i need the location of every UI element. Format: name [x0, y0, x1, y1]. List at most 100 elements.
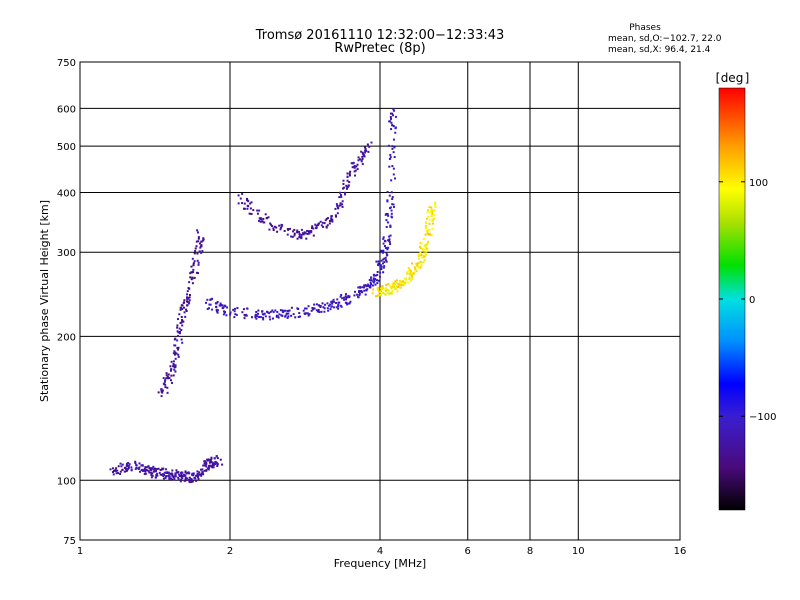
echo-point [408, 276, 411, 279]
echo-point [374, 278, 377, 281]
echo-point [301, 232, 304, 235]
echo-point [370, 283, 373, 286]
echo-point [195, 245, 198, 248]
echo-point [308, 232, 311, 235]
echo-point [388, 239, 391, 242]
echo-point [343, 298, 346, 301]
echo-point [115, 472, 118, 475]
chart-title: Tromsø 20161110 12:32:00−12:33:43 [255, 28, 505, 43]
echo-point [211, 461, 214, 464]
echo-point [361, 155, 364, 158]
colorbar-ticks: 100 0 −100 [719, 178, 776, 423]
echo-point [206, 298, 209, 301]
echo-point [385, 225, 388, 228]
echo-point [165, 472, 168, 475]
echo-point [338, 301, 341, 304]
echo-point [180, 473, 183, 476]
echo-point [174, 351, 177, 354]
echo-point [326, 307, 329, 310]
echo-point [265, 216, 268, 219]
echo-point [261, 310, 264, 313]
echo-point [172, 360, 175, 363]
echo-point [339, 202, 342, 205]
echo-point [141, 464, 144, 467]
echo-point [156, 472, 159, 475]
echo-point [176, 330, 179, 333]
echo-point [259, 220, 262, 223]
echo-point [161, 389, 164, 392]
echo-point [111, 467, 114, 470]
echo-point [211, 464, 214, 467]
echo-point [251, 316, 254, 319]
echo-point [348, 172, 351, 175]
echo-point [170, 360, 173, 363]
echo-point [329, 308, 332, 311]
y-axis-label: Stationary phase Virtual Height [km] [38, 200, 51, 402]
echo-point [176, 318, 179, 321]
echo-point [392, 114, 395, 117]
echo-point [386, 199, 389, 202]
echo-point [271, 309, 274, 312]
echo-point [198, 242, 201, 245]
echo-point [427, 209, 430, 212]
echo-point [180, 315, 183, 318]
echo-point [191, 480, 194, 483]
echo-point [383, 265, 386, 268]
echo-point [202, 238, 205, 241]
echo-point [380, 250, 383, 253]
echo-point [191, 276, 194, 279]
echo-point [408, 277, 411, 280]
echo-point [166, 377, 169, 380]
echo-point [407, 267, 410, 270]
echo-point [144, 472, 147, 475]
echo-point [177, 353, 180, 356]
echo-point [188, 281, 191, 284]
echo-point [319, 220, 322, 223]
echo-point [363, 155, 366, 158]
echo-point [326, 302, 329, 305]
echo-point [246, 307, 249, 310]
echo-point [379, 290, 382, 293]
echo-point [156, 474, 159, 477]
echo-point [415, 270, 418, 273]
echo-point [415, 264, 418, 267]
echo-point [366, 143, 369, 146]
echo-point [379, 271, 382, 274]
echo-point [429, 211, 432, 214]
echo-point [433, 214, 436, 217]
echo-point [150, 469, 153, 472]
echo-point [377, 262, 380, 265]
echo-point [393, 177, 396, 180]
echo-point [375, 260, 378, 263]
echo-point [255, 310, 258, 313]
echo-point [417, 265, 420, 268]
echo-point [172, 364, 175, 367]
echo-point [170, 379, 173, 382]
echo-point [372, 288, 375, 291]
echo-point [162, 474, 165, 477]
echo-point [311, 225, 314, 228]
echo-point [424, 248, 427, 251]
echo-point [389, 243, 392, 246]
echo-point [319, 304, 322, 307]
echo-point [114, 470, 117, 473]
echo-point [163, 380, 166, 383]
echo-point [286, 316, 289, 319]
echo-point [134, 462, 137, 465]
echo-point [112, 469, 115, 472]
echo-point [235, 313, 238, 316]
echo-point [383, 257, 386, 260]
echo-point [430, 206, 433, 209]
colorbar-unit-bracket-right: ] [745, 71, 750, 85]
echo-point [187, 472, 190, 475]
echo-point [173, 368, 176, 371]
echo-point [426, 242, 429, 245]
echo-point [420, 264, 423, 267]
echo-point [303, 231, 306, 234]
echo-point [272, 229, 275, 232]
echo-point [200, 468, 203, 471]
echo-point [246, 207, 249, 210]
echo-point [182, 301, 185, 304]
echo-point [177, 471, 180, 474]
echo-point [157, 467, 160, 470]
